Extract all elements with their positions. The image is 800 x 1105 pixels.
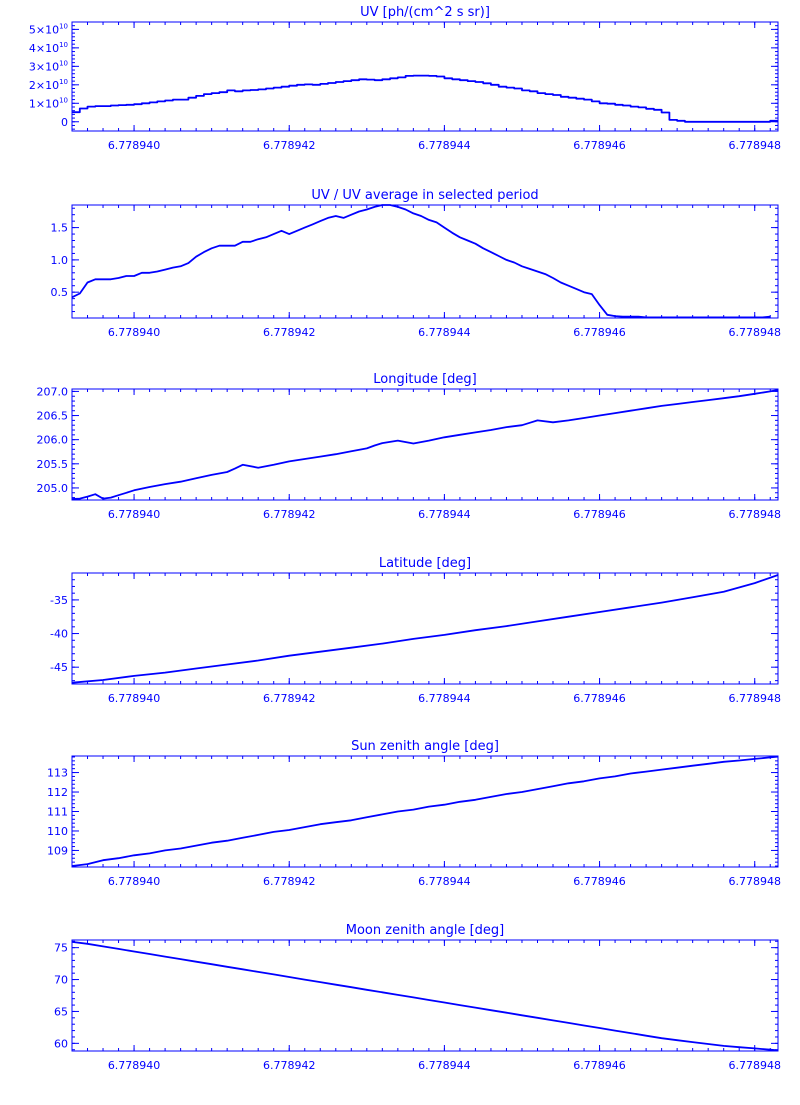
x-tick-label: 6.778946: [573, 139, 626, 152]
y-tick-label: -35: [50, 594, 68, 607]
y-tick-base: 3×10: [29, 60, 59, 73]
y-tick-label: 1.5: [51, 222, 69, 235]
y-tick-label: -45: [50, 661, 68, 674]
panel-2: UV / UV average in selected period 6.7789…: [51, 188, 781, 339]
x-tick-label: 6.778946: [573, 508, 626, 521]
plot-frame: [71, 755, 779, 868]
series-line: [71, 574, 779, 684]
x-tick-label: 6.778946: [573, 875, 626, 888]
y-tick-label: 4×1010: [29, 41, 68, 55]
x-tick-label: 6.778944: [418, 1059, 471, 1072]
y-tick-label: 0: [61, 116, 68, 129]
y-tick-label: 113: [47, 767, 68, 780]
x-tick-label: 6.778944: [418, 875, 471, 888]
x-tick-label: 6.778946: [573, 1059, 626, 1072]
x-tick-label: 6.778944: [418, 508, 471, 521]
x-tick-label: 6.778942: [263, 326, 316, 339]
y-tick-label: 112: [47, 786, 68, 799]
x-tick-label: 6.778944: [418, 326, 471, 339]
series-line: [71, 941, 779, 1052]
panel-1: UV [ph/(cm^2 s sr)] 6.778940 6.778942 6.778…: [29, 5, 781, 152]
plot-frame: [71, 939, 779, 1052]
chart-title: UV [ph/(cm^2 s sr)]: [360, 5, 490, 20]
y-tick-label: 3×1010: [29, 59, 68, 73]
x-tick-label: 6.778940: [108, 508, 161, 521]
x-tick-label: 6.778948: [728, 508, 781, 521]
x-tick-label: 6.778948: [728, 139, 781, 152]
y-tick-label: 60: [54, 1037, 68, 1050]
y-tick-label: 109: [47, 844, 68, 857]
y-tick-label: 206.0: [37, 434, 69, 447]
y-tick-label: 110: [47, 825, 68, 838]
panel-6: Moon zenith angle [deg] 6.778940 6.778942 6…: [54, 923, 781, 1072]
plot-frame: [71, 388, 779, 501]
plot-frame: [71, 572, 779, 685]
x-tick-label: 6.778942: [263, 508, 316, 521]
y-tick-label: 206.5: [37, 410, 69, 423]
x-tick-label: 6.778942: [263, 875, 316, 888]
x-tick-label: 6.778942: [263, 692, 316, 705]
x-tick-label: 6.778942: [263, 1059, 316, 1072]
y-tick-base: 1×10: [29, 97, 59, 110]
y-tick-label: 1.0: [51, 254, 69, 267]
y-tick-exponent: 10: [59, 78, 68, 86]
chart-title: Moon zenith angle [deg]: [346, 923, 504, 938]
chart-title: UV / UV average in selected period: [311, 188, 538, 203]
x-tick-label: 6.778948: [728, 1059, 781, 1072]
x-tick-label: 6.778946: [573, 326, 626, 339]
series-line: [71, 755, 779, 867]
x-tick-label: 6.778940: [108, 139, 161, 152]
series-line: [72, 74, 778, 123]
x-tick-label: 6.778940: [108, 875, 161, 888]
panel-4: Latitude [deg] 6.778940 6.778942 6.778944 6.…: [50, 556, 781, 705]
chart-title: Longitude [deg]: [373, 372, 476, 387]
y-tick-label: 5×1010: [29, 22, 68, 36]
plot-frame: [71, 204, 779, 319]
y-tick-base: 4×10: [29, 42, 59, 55]
plot-frame: [71, 21, 779, 132]
x-tick-label: 6.778940: [108, 1059, 161, 1072]
y-tick-label: 207.0: [37, 385, 69, 398]
y-tick-label: 75: [54, 942, 68, 955]
y-tick-label: 111: [47, 806, 68, 819]
x-tick-label: 6.778944: [418, 692, 471, 705]
x-tick-label: 6.778946: [573, 692, 626, 705]
x-tick-label: 6.778948: [728, 326, 781, 339]
y-tick-base: 2×10: [29, 79, 59, 92]
x-tick-label: 6.778942: [263, 139, 316, 152]
y-tick-label: 0.5: [51, 286, 69, 299]
chart-title: Sun zenith angle [deg]: [351, 739, 499, 754]
x-tick-label: 6.778944: [418, 139, 471, 152]
y-tick-label: 65: [54, 1005, 68, 1018]
y-tick-base: 5×10: [29, 23, 59, 36]
panel-5: Sun zenith angle [deg] 6.778940 6.778942 6.…: [47, 739, 781, 888]
x-tick-label: 6.778948: [728, 692, 781, 705]
y-tick-label: -40: [50, 628, 68, 641]
x-tick-label: 6.778948: [728, 875, 781, 888]
y-tick-label: 1×1010: [29, 96, 68, 110]
chart-title: Latitude [deg]: [379, 556, 471, 571]
series-line: [71, 389, 779, 500]
y-tick-exponent: 10: [59, 59, 68, 67]
y-tick-label: 205.5: [37, 458, 69, 471]
x-tick-label: 6.778940: [108, 692, 161, 705]
series-line: [71, 204, 771, 319]
y-tick-label: 70: [54, 974, 68, 987]
y-tick-label: 2×1010: [29, 78, 68, 92]
y-tick-label: 205.0: [37, 482, 69, 495]
panel-3: Longitude [deg] 6.778940 6.778942 6.778944 6…: [37, 372, 781, 521]
y-tick-exponent: 10: [59, 41, 68, 49]
x-tick-label: 6.778940: [108, 326, 161, 339]
y-tick-exponent: 10: [59, 22, 68, 30]
y-tick-exponent: 10: [59, 96, 68, 104]
